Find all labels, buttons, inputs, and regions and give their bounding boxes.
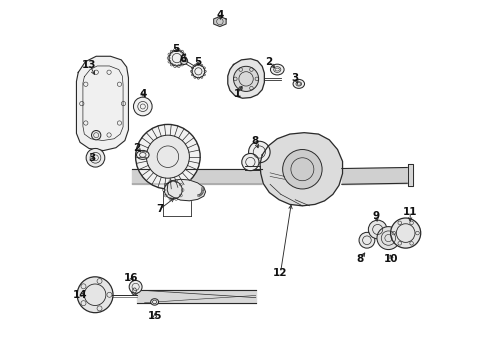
Circle shape (242, 153, 259, 171)
Text: 5: 5 (172, 44, 180, 54)
Polygon shape (214, 17, 226, 27)
Circle shape (147, 135, 190, 178)
Circle shape (129, 280, 142, 293)
Text: 7: 7 (156, 204, 163, 215)
Text: 2: 2 (265, 57, 272, 67)
Polygon shape (408, 164, 413, 186)
Ellipse shape (270, 64, 284, 75)
Text: 3: 3 (88, 153, 95, 163)
Circle shape (192, 65, 205, 78)
Polygon shape (76, 56, 128, 150)
Text: 15: 15 (147, 311, 162, 321)
Circle shape (164, 181, 182, 199)
Ellipse shape (151, 299, 159, 305)
Text: 4: 4 (217, 10, 224, 20)
Circle shape (359, 232, 375, 248)
Text: 8: 8 (251, 136, 259, 145)
Text: 4: 4 (139, 89, 147, 99)
Text: 5: 5 (194, 57, 201, 67)
Circle shape (180, 57, 188, 64)
Text: 8: 8 (357, 254, 364, 264)
Text: 13: 13 (82, 59, 96, 69)
Text: 12: 12 (273, 268, 288, 278)
Circle shape (92, 131, 101, 140)
Circle shape (133, 97, 152, 116)
Circle shape (234, 66, 259, 91)
Text: 9: 9 (372, 211, 379, 221)
Ellipse shape (137, 150, 149, 159)
Polygon shape (260, 133, 343, 206)
Polygon shape (167, 179, 205, 201)
Text: 10: 10 (384, 254, 398, 264)
Circle shape (136, 125, 200, 189)
Text: 14: 14 (73, 290, 87, 300)
Circle shape (248, 141, 270, 163)
Ellipse shape (293, 80, 304, 88)
Circle shape (169, 50, 185, 66)
Text: 6: 6 (180, 54, 187, 64)
Circle shape (368, 220, 387, 239)
Text: 11: 11 (403, 207, 417, 217)
Circle shape (283, 149, 322, 189)
Text: 16: 16 (123, 273, 138, 283)
Polygon shape (228, 59, 265, 98)
Circle shape (77, 277, 113, 313)
Circle shape (86, 148, 105, 167)
Circle shape (391, 218, 421, 248)
Text: 3: 3 (292, 73, 299, 83)
Text: 2: 2 (133, 143, 140, 153)
Circle shape (377, 226, 400, 249)
Text: 1: 1 (234, 89, 241, 99)
Ellipse shape (131, 286, 138, 295)
